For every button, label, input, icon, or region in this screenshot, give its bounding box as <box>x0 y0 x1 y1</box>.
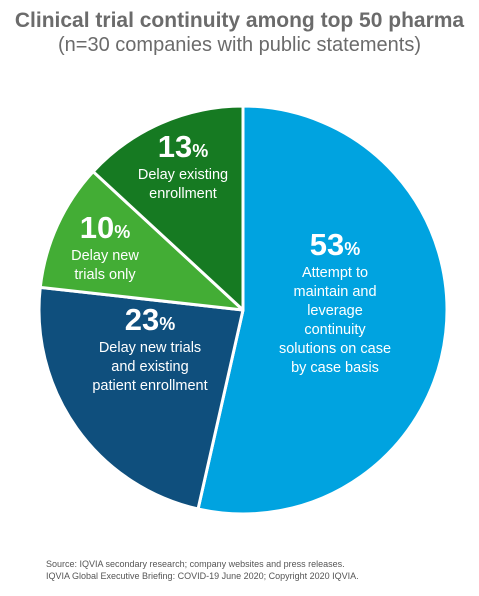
slice-label-line: Delay new trials <box>99 340 201 356</box>
chart-title-block: Clinical trial continuity among top 50 p… <box>0 8 479 58</box>
source-line-1: Source: IQVIA secondary research; compan… <box>46 559 345 569</box>
slice-label-line: Delay existing <box>138 167 228 183</box>
slice-label-2: 23% Delay new trials and existing patient e… <box>92 302 207 394</box>
slice-label-line: Attempt to <box>302 265 368 281</box>
pie-slice-3 <box>38 170 245 312</box>
slice-label-3: 10% Delay new trials only <box>71 210 139 283</box>
slice-label-line: maintain and <box>293 284 376 300</box>
slice-percent-4: 13% <box>158 129 209 164</box>
slice-label-line: and existing <box>111 359 188 375</box>
slice-label-line: solutions on case <box>279 341 391 357</box>
pie-slice-2 <box>37 285 245 511</box>
chart-title: Clinical trial continuity among top 50 p… <box>14 9 465 32</box>
pie-slice-4 <box>91 104 245 312</box>
slice-label-line: by case basis <box>291 360 379 376</box>
slice-label-line: continuity <box>304 322 366 338</box>
slice-label-line: Delay new <box>71 248 139 264</box>
slice-label-4: 13% Delay existing enrollment <box>138 129 228 202</box>
slice-label-1: 53% Attempt to maintain and leverage continu… <box>279 227 391 376</box>
slice-percent-2: 23% <box>125 302 176 337</box>
pie-chart: 53% Attempt to maintain and leverage continu… <box>37 104 449 516</box>
slice-label-line: patient enrollment <box>92 378 207 394</box>
source-note: Source: IQVIA secondary research; compan… <box>46 558 359 582</box>
chart-subtitle: (n=30 companies with public statements) <box>58 34 421 56</box>
slice-percent-3: 10% <box>80 210 131 245</box>
slice-label-line: leverage <box>307 303 363 319</box>
pie-slice-1 <box>196 104 449 516</box>
slice-percent-1: 53% <box>310 227 361 262</box>
source-line-2: IQVIA Global Executive Briefing: COVID-1… <box>46 571 359 581</box>
slice-label-line: enrollment <box>149 186 217 202</box>
slice-label-line: trials only <box>74 267 136 283</box>
